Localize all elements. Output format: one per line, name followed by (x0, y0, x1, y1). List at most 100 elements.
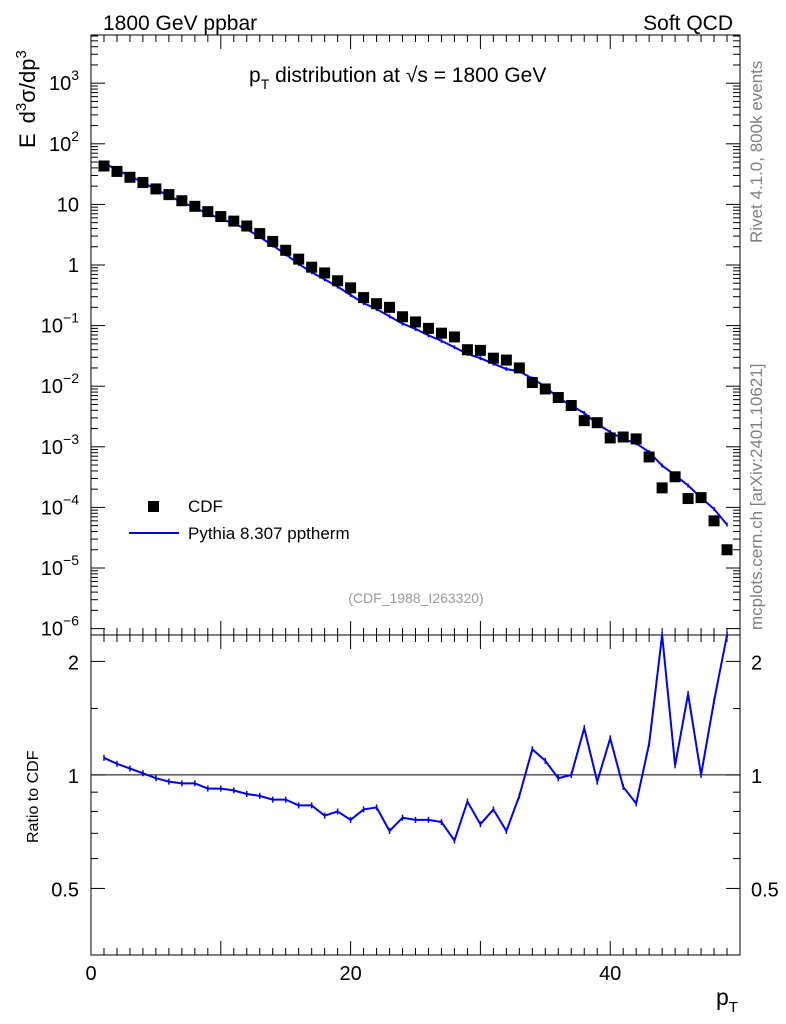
data-point (228, 215, 240, 227)
y-tick-mantissa: 10 (41, 376, 63, 398)
ratio-y-label: Ratio to CDF (25, 750, 42, 843)
mcplots-credit: mcplots.cern.ch [arXiv:2401.10621] (747, 364, 766, 630)
data-point (604, 432, 616, 444)
ylabel-sup3b: 3 (13, 50, 30, 58)
legend-label-pythia: Pythia 8.307 pptherm (188, 524, 350, 543)
title-mid: distribution at (269, 64, 406, 87)
y-tick-mantissa: 10 (49, 134, 71, 156)
data-point (591, 417, 603, 429)
data-point (539, 383, 551, 395)
y-tick-label: 10−4 (41, 491, 79, 519)
y-axis-label: Ed3σ/dp3 (13, 50, 40, 148)
ratio-tick-label-right: 2 (751, 652, 762, 674)
data-point (384, 301, 396, 313)
ylabel-sigma: σ/dp (15, 59, 40, 103)
x-tick-label: 0 (85, 963, 96, 985)
axis-ticks (90, 35, 741, 955)
data-point (163, 189, 175, 201)
y-tick-exponent: 3 (71, 67, 79, 83)
y-tick-exponent: −6 (63, 613, 79, 629)
data-point (630, 433, 642, 445)
xlabel-t-sub: T (729, 999, 738, 1016)
x-axis-label: pT (716, 984, 738, 1016)
x-tick-labels: 0 20 40 (85, 963, 621, 985)
data-point (98, 160, 110, 172)
y-tick-mantissa: 10 (41, 619, 63, 641)
data-point (124, 171, 136, 183)
ratio-tick-label-left: 1 (68, 766, 79, 788)
header-right: Soft QCD (643, 12, 733, 35)
data-point (461, 344, 473, 356)
y-tick-label: 10−1 (41, 310, 79, 338)
ylabel-sup3a: 3 (13, 103, 30, 111)
title-t-sub: T (261, 76, 270, 92)
title-p: p (249, 64, 261, 87)
x-tick-label: 40 (599, 963, 621, 985)
y-tick-label: 10−2 (41, 370, 79, 398)
legend: CDF Pythia 8.307 pptherm (129, 497, 350, 543)
data-point (241, 220, 253, 232)
y-tick-mantissa: 10 (41, 497, 63, 519)
data-point (189, 200, 201, 212)
data-point (202, 206, 214, 218)
data-series (98, 160, 733, 556)
title-tail: = 1800 GeV (428, 64, 547, 87)
y-tick-label: 10−6 (41, 613, 79, 641)
ratio-tick-label-left: 2 (68, 652, 79, 674)
y-tick-exponent: −3 (63, 431, 79, 447)
data-point (371, 298, 383, 310)
data-point (474, 344, 486, 356)
title-root: √ (406, 64, 418, 87)
ratio-tick-label-right: 1 (751, 766, 762, 788)
data-point (267, 235, 279, 247)
y-tick-label: 102 (49, 128, 79, 156)
y-tick-mantissa: 1 (68, 255, 79, 277)
y-tick-mantissa: 10 (41, 558, 63, 580)
ratio-tick-label-left: 0.5 (51, 879, 79, 901)
data-point (422, 322, 434, 334)
ratio-plot-frame (90, 634, 741, 956)
data-point (617, 431, 629, 443)
x-tick-label: 20 (339, 963, 361, 985)
data-point (293, 253, 305, 265)
rivet-info: Rivet 4.1.0, 800k events (747, 61, 766, 243)
data-point (176, 195, 188, 207)
ratio-tick-labels: 2 2 1 1 0.5 0.5 (51, 652, 779, 901)
analysis-id: (CDF_1988_I263320) (348, 590, 483, 606)
y-tick-exponent: −4 (63, 491, 79, 507)
legend-marker-cdf (148, 501, 159, 512)
title-s: s (417, 64, 428, 87)
y-tick-mantissa: 10 (41, 316, 63, 338)
data-point (280, 244, 292, 256)
data-point (513, 362, 525, 374)
data-point (306, 261, 318, 273)
data-point (410, 316, 421, 328)
data-point (345, 282, 357, 294)
y-tick-exponent: −2 (63, 370, 79, 386)
data-point (332, 275, 344, 287)
y-tick-label: 10−3 (41, 431, 79, 459)
data-point (721, 544, 733, 556)
y-tick-label: 1 (68, 255, 79, 277)
y-tick-label: 103 (49, 67, 79, 95)
data-point (552, 392, 564, 404)
xlabel-p: p (716, 984, 729, 1010)
data-point (111, 165, 123, 177)
data-point (435, 327, 447, 339)
y-tick-mantissa: 10 (41, 437, 63, 459)
header-left: 1800 GeV ppbar (103, 12, 257, 35)
mc-series (103, 161, 728, 527)
data-point (448, 331, 460, 343)
data-point (487, 352, 499, 364)
ratio-series (103, 632, 729, 844)
data-point (397, 311, 409, 323)
data-point (526, 377, 538, 389)
legend-label-cdf: CDF (188, 497, 223, 516)
data-point (682, 493, 694, 505)
main-plot-frame (90, 34, 741, 636)
data-point (319, 267, 331, 279)
y-tick-exponent: 2 (71, 128, 79, 144)
y-tick-exponent: −5 (63, 552, 79, 568)
